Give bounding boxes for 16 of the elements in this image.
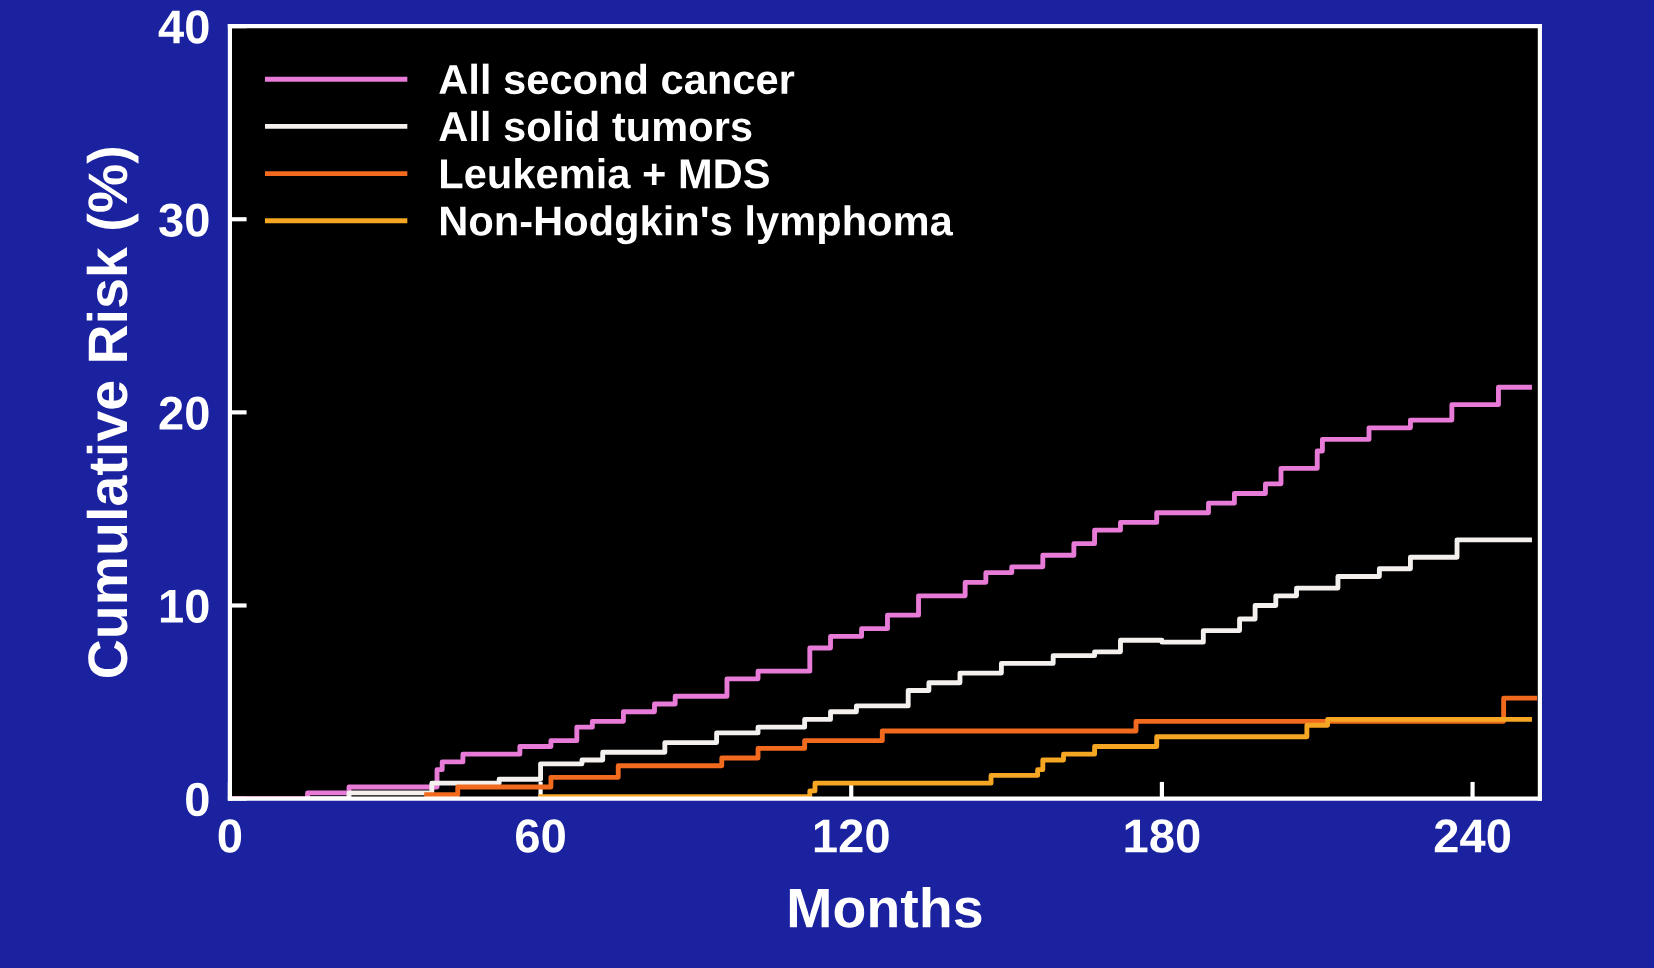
y-tick-label: 20 — [159, 396, 209, 430]
y-tick-label: 10 — [160, 589, 209, 624]
legend-label: Non-Hodgkin's lymphoma — [441, 205, 954, 245]
x-tick-label: 180 — [1125, 819, 1200, 853]
y-axis-title: Cumulative Risk (%) — [86, 148, 139, 678]
legend-label: All solid tumors — [439, 110, 752, 142]
y-tick-label: 30 — [159, 203, 209, 237]
x-tick-label: 0 — [218, 819, 242, 853]
legend-label: Leukemia + MDS — [441, 157, 769, 189]
y-tick-label: 40 — [158, 10, 209, 44]
x-axis-title: Months — [789, 887, 982, 928]
x-tick-label: 120 — [814, 819, 889, 853]
y-tick-label: 0 — [186, 782, 209, 817]
legend-label: All second cancer — [439, 63, 795, 95]
x-tick-label: 60 — [516, 819, 565, 853]
x-tick-label: 240 — [1434, 819, 1511, 853]
